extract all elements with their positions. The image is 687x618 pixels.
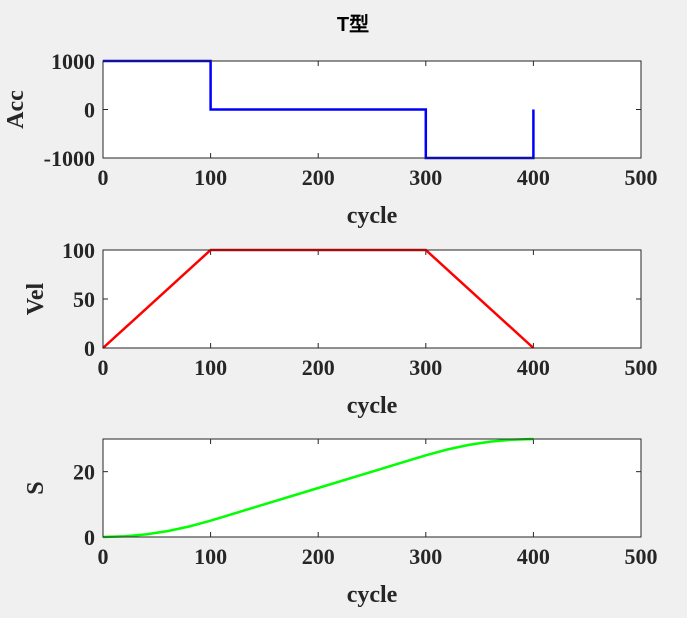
vel-x-tick-label-5: 500 xyxy=(625,355,658,380)
vel-x-tick-label-2: 200 xyxy=(302,355,335,380)
vel-axes: 0 100 200 300 400 500 0 50 100 cycle Vel xyxy=(23,238,658,419)
acc-y-tick-label-0: -1000 xyxy=(44,146,95,171)
acc-y-tick-label-1: 0 xyxy=(84,98,95,123)
s-x-tick-label-2: 200 xyxy=(302,544,335,569)
s-y-tick-label-0: 0 xyxy=(84,525,95,550)
s-x-tick-label-0: 0 xyxy=(98,544,109,569)
vel-plot-area xyxy=(103,250,641,348)
s-x-axis-label: cycle xyxy=(347,582,398,608)
vel-y-tick-label-2: 100 xyxy=(62,238,95,263)
vel-axes-frame xyxy=(102,249,642,349)
acc-x-axis-label: cycle xyxy=(347,203,398,229)
vel-x-tick-label-1: 100 xyxy=(194,355,227,380)
s-axes-frame xyxy=(102,438,642,538)
vel-y-tick-label-0: 0 xyxy=(84,336,95,361)
s-x-tick-label-1: 100 xyxy=(194,544,227,569)
acc-x-tick-label-5: 500 xyxy=(625,165,658,190)
acc-x-tick-label-0: 0 xyxy=(98,165,109,190)
acc-x-tick-label-1: 100 xyxy=(194,165,227,190)
s-x-tick-label-3: 300 xyxy=(409,544,442,569)
s-x-tick-label-4: 400 xyxy=(517,544,550,569)
s-y-axis-label: S xyxy=(23,481,49,494)
s-axes: 0 100 200 300 400 500 0 20 cycle S xyxy=(23,437,658,608)
vel-y-axis-label: Vel xyxy=(23,282,49,315)
acc-y-tick-label-2: 1000 xyxy=(51,49,95,74)
vel-x-axis-label: cycle xyxy=(347,393,398,419)
acc-axes-frame xyxy=(102,60,642,159)
acc-x-tick-label-2: 200 xyxy=(302,165,335,190)
s-y-tick-label-1: 20 xyxy=(73,460,95,485)
vel-x-tick-label-0: 0 xyxy=(98,355,109,380)
s-series-line-0 xyxy=(102,437,534,539)
vel-x-tick-label-3: 300 xyxy=(409,355,442,380)
s-plot-area xyxy=(103,439,641,537)
vel-y-tick-label-1: 50 xyxy=(73,287,95,312)
acc-x-tick-label-4: 400 xyxy=(517,165,550,190)
acc-x-tick-label-3: 300 xyxy=(409,165,442,190)
vel-x-tick-label-4: 400 xyxy=(517,355,550,380)
acc-y-axis-label: Acc xyxy=(3,90,29,129)
s-x-tick-label-5: 500 xyxy=(625,544,658,569)
figure-title: T型 xyxy=(337,13,369,36)
